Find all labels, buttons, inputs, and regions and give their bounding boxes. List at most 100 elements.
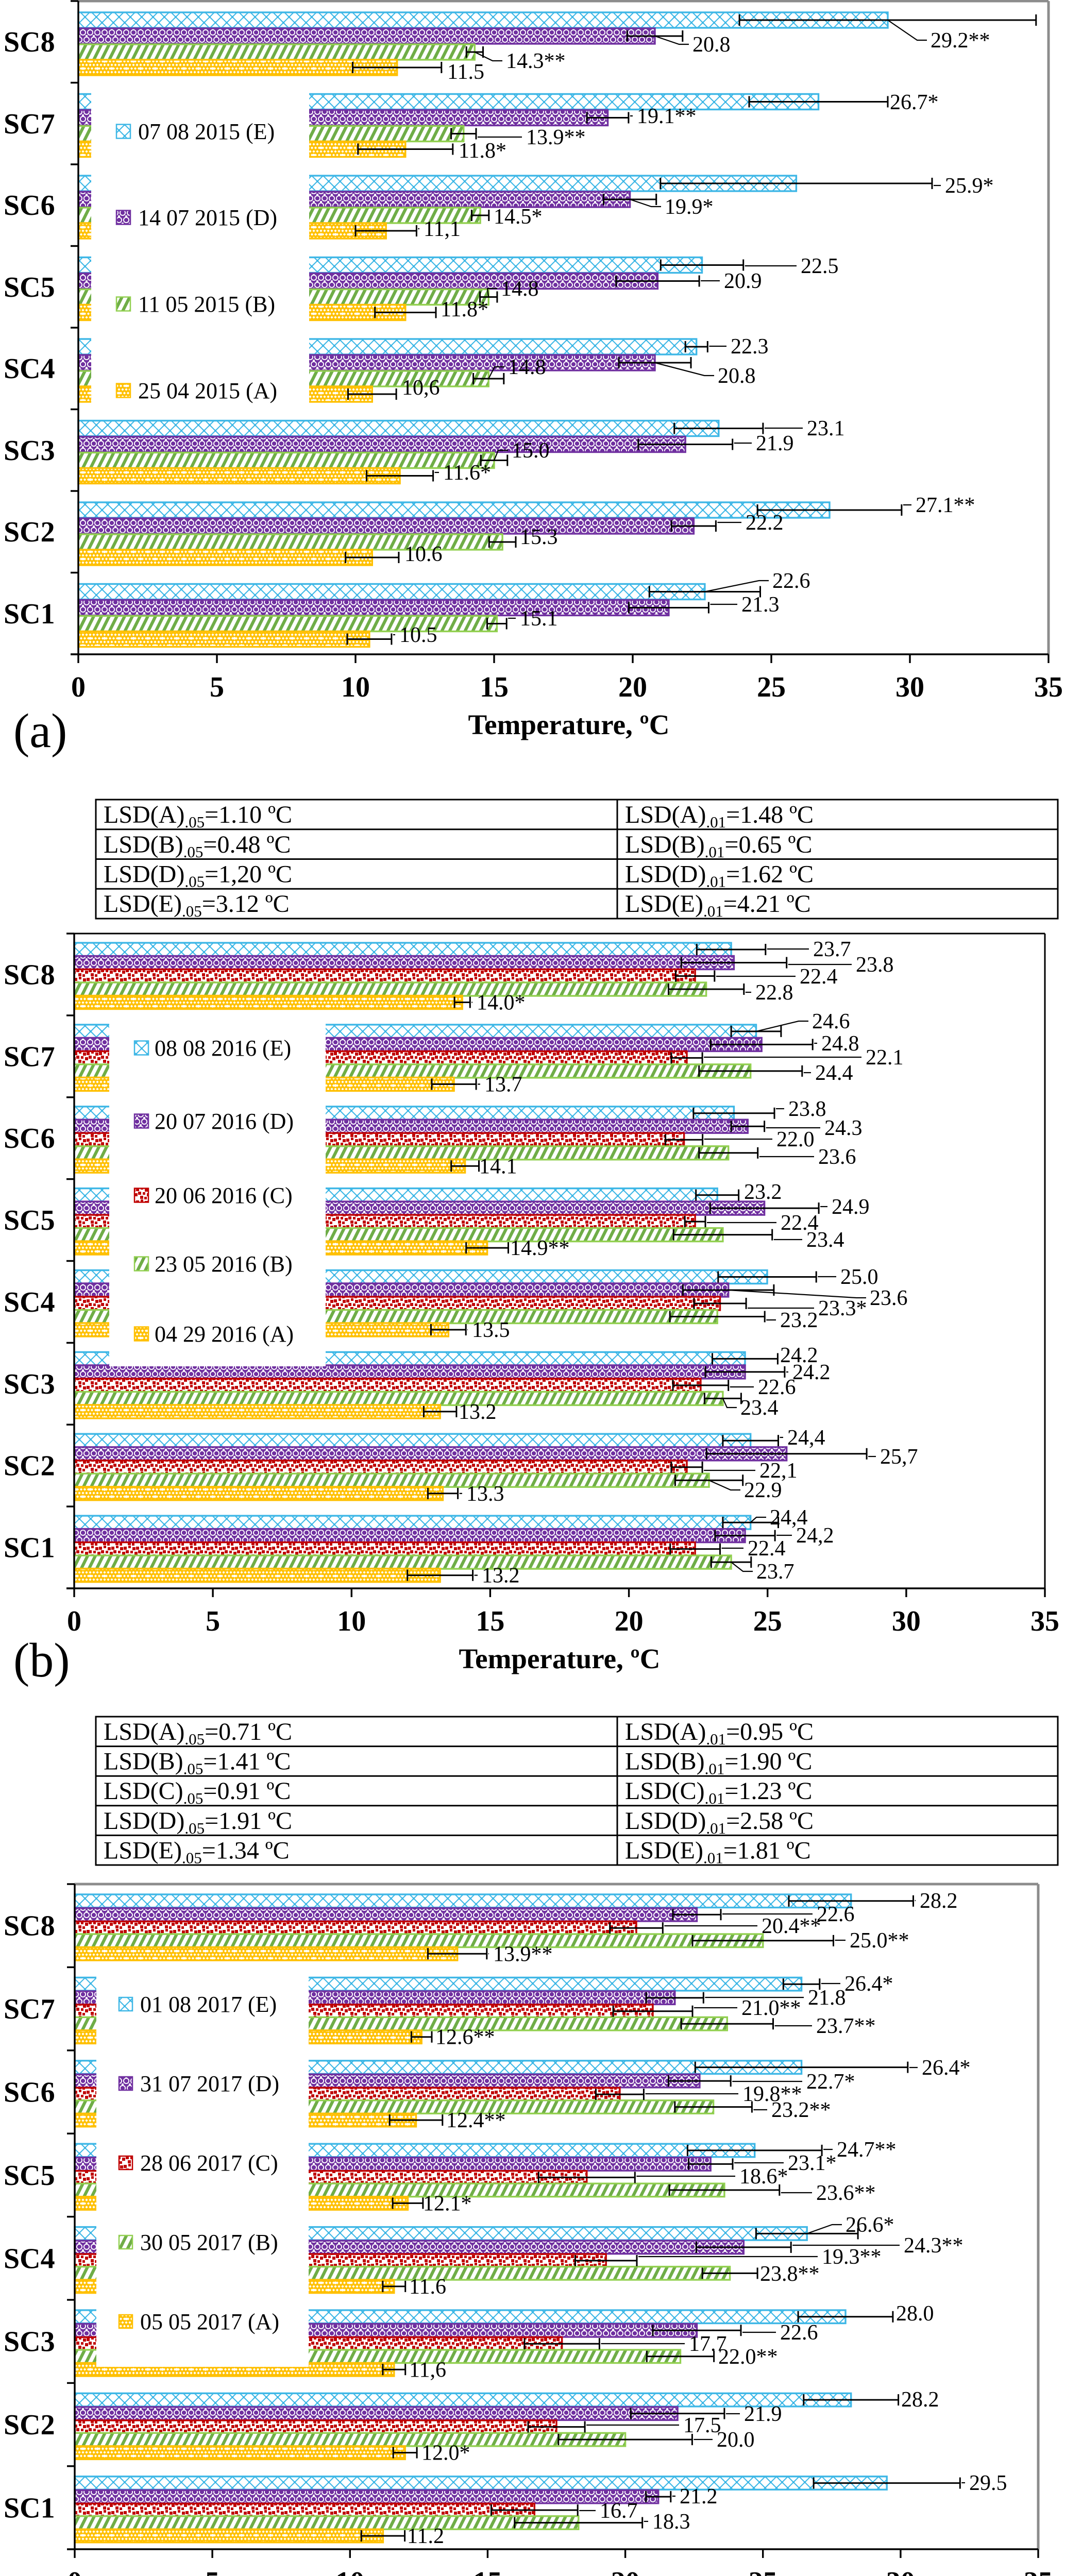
svg-text:5: 5 — [210, 671, 224, 703]
svg-text:19.3**: 19.3** — [822, 2245, 882, 2269]
svg-text:SC5: SC5 — [4, 2160, 55, 2192]
svg-text:24.4: 24.4 — [815, 1061, 853, 1085]
svg-text:26.4*: 26.4* — [922, 2056, 971, 2080]
svg-text:20: 20 — [618, 671, 647, 703]
svg-text:22.4: 22.4 — [781, 1211, 819, 1235]
svg-text:25.0**: 25.0** — [850, 1929, 909, 1953]
svg-text:01 08 2017 (E): 01 08 2017 (E) — [140, 1992, 277, 2017]
svg-text:10: 10 — [341, 671, 370, 703]
svg-text:26.6*: 26.6* — [846, 2213, 894, 2237]
svg-text:24.3**: 24.3** — [904, 2234, 963, 2258]
svg-text:24,2: 24,2 — [796, 1524, 834, 1548]
svg-text:24,4: 24,4 — [770, 1506, 808, 1530]
svg-text:22.0**: 22.0** — [718, 2345, 778, 2369]
svg-text:5: 5 — [206, 1605, 220, 1637]
svg-text:11,6: 11,6 — [409, 2358, 446, 2382]
svg-text:20.8: 20.8 — [718, 364, 756, 388]
svg-text:30 05 2017 (B): 30 05 2017 (B) — [140, 2230, 278, 2255]
svg-text:11.8*: 11.8* — [459, 139, 506, 163]
svg-text:20.9: 20.9 — [724, 269, 762, 293]
svg-text:11.2: 11.2 — [407, 2524, 444, 2548]
svg-text:SC7: SC7 — [4, 108, 55, 140]
svg-text:22.0: 22.0 — [776, 1128, 815, 1151]
svg-text:20 07 2016 (D): 20 07 2016 (D) — [155, 1109, 294, 1134]
svg-text:SC4: SC4 — [4, 353, 55, 385]
svg-text:LSD(B).05=1.41 ºC: LSD(B).05=1.41 ºC — [104, 1748, 291, 1778]
svg-text:SC6: SC6 — [4, 2077, 55, 2109]
svg-text:35: 35 — [1030, 1605, 1059, 1637]
svg-text:20: 20 — [615, 1605, 644, 1637]
svg-text:10,6: 10,6 — [402, 376, 440, 400]
svg-text:20: 20 — [611, 2566, 640, 2576]
svg-text:23.1: 23.1 — [807, 417, 845, 440]
svg-text:25: 25 — [757, 671, 786, 703]
svg-text:13.9**: 13.9** — [493, 1942, 553, 1966]
svg-text:22.3: 22.3 — [731, 335, 769, 359]
svg-text:13.5: 13.5 — [472, 1318, 510, 1342]
svg-text:11.5: 11.5 — [447, 60, 484, 84]
svg-text:19.8**: 19.8** — [742, 2082, 802, 2106]
svg-text:31 07 2017 (D): 31 07 2017 (D) — [140, 2071, 279, 2096]
svg-text:20.0: 20.0 — [717, 2428, 755, 2452]
svg-text:14.0*: 14.0* — [477, 991, 526, 1015]
svg-text:Temperature, ºC: Temperature, ºC — [468, 709, 670, 740]
svg-text:29.5: 29.5 — [969, 2471, 1007, 2495]
svg-text:18.6*: 18.6* — [739, 2165, 788, 2189]
svg-text:19.1**: 19.1** — [637, 105, 697, 128]
svg-text:23.8**: 23.8** — [760, 2262, 820, 2286]
svg-text:17.5: 17.5 — [683, 2414, 721, 2437]
svg-text:5: 5 — [205, 2566, 219, 2576]
svg-text:21.9: 21.9 — [744, 2402, 782, 2426]
svg-text:24.8: 24.8 — [821, 1032, 859, 1056]
svg-text:11.6*: 11.6* — [443, 461, 491, 485]
svg-text:20 06 2016 (C): 20 06 2016 (C) — [155, 1183, 293, 1208]
svg-text:SC7: SC7 — [4, 1041, 55, 1073]
svg-text:10.6: 10.6 — [404, 543, 443, 566]
svg-text:23.6: 23.6 — [818, 1145, 856, 1169]
svg-text:25 04 2015 (A): 25 04 2015 (A) — [138, 378, 277, 403]
svg-text:23.6: 23.6 — [870, 1286, 908, 1310]
svg-text:23.6**: 23.6** — [816, 2181, 876, 2205]
svg-text:15: 15 — [480, 671, 509, 703]
svg-text:08 08 2016 (E): 08 08 2016 (E) — [155, 1036, 291, 1061]
svg-text:14.1: 14.1 — [479, 1155, 517, 1178]
svg-text:23.4: 23.4 — [740, 1396, 779, 1420]
svg-text:14.8: 14.8 — [501, 277, 539, 301]
svg-text:22.8: 22.8 — [755, 981, 793, 1005]
svg-text:17.7: 17.7 — [689, 2332, 727, 2356]
svg-text:13.9**: 13.9** — [526, 126, 586, 149]
svg-text:LSD(C).05=0.91 ºC: LSD(C).05=0.91 ºC — [104, 1777, 291, 1807]
svg-text:0: 0 — [67, 1605, 81, 1637]
svg-text:SC2: SC2 — [4, 2409, 55, 2441]
svg-text:SC5: SC5 — [4, 272, 55, 303]
svg-text:21.3: 21.3 — [741, 593, 780, 617]
svg-text:35: 35 — [1034, 671, 1063, 703]
svg-text:SC2: SC2 — [4, 1450, 55, 1482]
svg-text:21.2: 21.2 — [680, 2485, 718, 2509]
svg-text:26.4*: 26.4* — [844, 1972, 893, 1996]
svg-text:23.8: 23.8 — [788, 1097, 826, 1121]
svg-text:25.9*: 25.9* — [945, 174, 994, 198]
svg-text:11,1: 11,1 — [424, 217, 461, 241]
svg-text:LSD(C).01=1.23 ºC: LSD(C).01=1.23 ºC — [625, 1777, 812, 1807]
svg-text:SC2: SC2 — [4, 516, 55, 548]
svg-text:25: 25 — [753, 1605, 782, 1637]
svg-text:24.7**: 24.7** — [837, 2138, 897, 2162]
svg-text:(a): (a) — [13, 704, 67, 758]
svg-text:12.1*: 12.1* — [423, 2192, 472, 2215]
svg-text:23.7**: 23.7** — [816, 2014, 876, 2038]
svg-text:23.3*: 23.3* — [818, 1297, 867, 1320]
svg-text:21.0**: 21.0** — [741, 1996, 801, 2020]
svg-text:SC4: SC4 — [4, 2243, 55, 2275]
svg-text:22.6: 22.6 — [758, 1376, 796, 1399]
svg-text:0: 0 — [71, 671, 86, 703]
svg-text:28.2: 28.2 — [901, 2388, 939, 2412]
svg-text:20.4**: 20.4** — [762, 1914, 821, 1938]
svg-text:14.3**: 14.3** — [506, 49, 566, 73]
svg-text:11 05 2015 (B): 11 05 2015 (B) — [138, 292, 275, 317]
svg-text:29.2**: 29.2** — [931, 29, 990, 53]
svg-text:SC1: SC1 — [4, 598, 55, 630]
svg-text:SC3: SC3 — [4, 2326, 55, 2358]
svg-text:26.7*: 26.7* — [890, 91, 939, 114]
svg-text:24.2: 24.2 — [792, 1361, 831, 1384]
